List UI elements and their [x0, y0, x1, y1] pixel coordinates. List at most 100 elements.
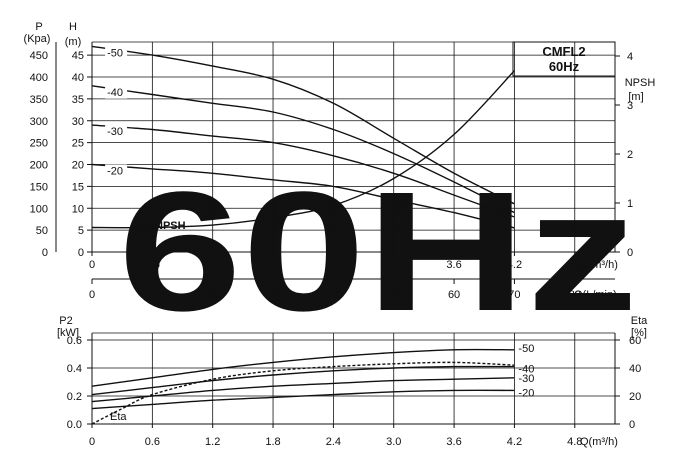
head-tick-label: 40 [72, 72, 84, 84]
head-curve-30 [91, 124, 515, 218]
npsh-tick-label: 2 [627, 149, 633, 161]
head-curve-label: -30 [107, 126, 123, 138]
flow-tick-label: 2.4 [326, 259, 341, 271]
npsh-tick-label: 3 [627, 100, 633, 112]
lmin-tick-label: 50 [388, 289, 400, 301]
title-box [512, 41, 616, 77]
eta-tick-label: 60 [629, 335, 641, 347]
bottom-flow-tick-label: 2.4 [326, 436, 341, 448]
power-curve-label: -30 [518, 373, 534, 385]
head-curve-label-bg [105, 46, 128, 60]
pressure-tick-label: 100 [30, 203, 48, 215]
lmin-tick-label: 30 [267, 289, 279, 301]
head-tick-label: 0 [78, 247, 84, 259]
npsh-tick-label: 4 [627, 51, 633, 63]
head-tick-label: 35 [72, 94, 84, 106]
lmin-tick-label: 80 [569, 289, 581, 301]
bottom-flow-tick-label: 0 [89, 436, 95, 448]
npsh-axis-label: NPSH [625, 77, 656, 89]
pressure-tick-label: 400 [30, 72, 48, 84]
lmin-tick-label: 70 [508, 289, 520, 301]
npsh-tick-label: 1 [627, 198, 633, 210]
head-tick-label: 20 [72, 160, 84, 172]
bottom-flow-tick-label: 3.6 [446, 436, 461, 448]
flow-tick-label: 3.6 [446, 259, 461, 271]
head-tick-label: 5 [78, 225, 84, 237]
pressure-tick-label: 50 [36, 225, 48, 237]
bottom-flow-tick-label: 1.8 [265, 436, 280, 448]
pressure-tick-label: 200 [30, 160, 48, 172]
head-tick-label: 45 [72, 50, 84, 62]
head-curve-label: -50 [107, 47, 123, 59]
flow-axis-label-bottom: Q(m³/h) [580, 436, 618, 448]
head-curve-20 [91, 163, 515, 229]
head-axis-label: H [69, 21, 77, 33]
head-curve-label-bg [105, 164, 128, 178]
flow-tick-label: 1.2 [205, 259, 220, 271]
flow-tick-label: 4.8 [567, 259, 582, 271]
pressure-axis-unit: (Kpa) [24, 33, 51, 45]
power-curve-label: -50 [518, 343, 534, 355]
head-curve-40 [91, 85, 515, 214]
bottom-flow-tick-label: 4.8 [567, 436, 582, 448]
pressure-tick-label: 0 [42, 247, 48, 259]
flow-axis-label-top: Q(m³/h) [580, 259, 618, 271]
pressure-tick-label: 350 [30, 94, 48, 106]
head-curve-label-bg [105, 85, 128, 99]
lmin-tick-label: 10 [146, 289, 158, 301]
eta-axis-unit: [%] [631, 327, 647, 339]
flow-tick-label: 1.8 [265, 259, 280, 271]
bottom-flow-tick-label: 1.2 [205, 436, 220, 448]
head-axis-unit: (m) [65, 36, 82, 48]
power-curve-label: -20 [518, 387, 534, 399]
head-tick-label: 10 [72, 203, 84, 215]
power-tick-label: 0.4 [67, 363, 82, 375]
eta-tick-label: 0 [629, 419, 635, 431]
lmin-tick-label: 60 [448, 289, 460, 301]
flow-tick-label: 3.0 [386, 259, 401, 271]
bottom-flow-tick-label: 3.0 [386, 436, 401, 448]
lmin-tick-label: 0 [89, 289, 95, 301]
npsh-curve [91, 70, 515, 229]
head-curve-label-bg [105, 125, 128, 139]
pressure-tick-label: 250 [30, 138, 48, 150]
bottom-flow-tick-label: 0.6 [145, 436, 160, 448]
pressure-axis-label: P [35, 21, 42, 33]
head-tick-label: 15 [72, 181, 84, 193]
power-tick-label: 0.2 [67, 391, 82, 403]
power-axis-unit: [kW] [57, 327, 79, 339]
lmin-tick-label: 20 [207, 289, 219, 301]
npsh-curve-label: NPSH [155, 220, 186, 232]
power-curve-label: -40 [518, 364, 534, 376]
power-tick-label: 0.0 [67, 419, 82, 431]
eta-curve [91, 361, 515, 425]
bottom-flow-tick-label: 4.2 [507, 436, 522, 448]
head-curve-label: -20 [107, 166, 123, 178]
eta-curve-label: Eta [110, 411, 127, 423]
head-curve-label: -40 [107, 87, 123, 99]
eta-tick-label: 20 [629, 391, 641, 403]
power-tick-label: 0.6 [67, 335, 82, 347]
head-curve-50 [91, 45, 515, 205]
lmin-tick-label: 40 [327, 289, 339, 301]
eta-tick-label: 40 [629, 363, 641, 375]
power-curve-40 [91, 365, 515, 396]
power-curve-50 [91, 348, 515, 387]
pressure-tick-label: 450 [30, 50, 48, 62]
npsh-axis-unit: [m] [628, 91, 643, 103]
power-curve-20 [91, 389, 515, 410]
flow-lmin-axis-label: Q(L/min) [574, 289, 617, 301]
title-frequency: 60Hz [549, 59, 580, 74]
pressure-tick-label: 300 [30, 116, 48, 128]
pressure-tick-label: 150 [30, 181, 48, 193]
flow-tick-label: 0 [89, 259, 95, 271]
head-tick-label: 30 [72, 116, 84, 128]
title-model: CMFL2 [542, 44, 585, 59]
head-tick-label: 25 [72, 138, 84, 150]
power-axis-label: P2 [59, 315, 72, 327]
power-curve-30 [91, 377, 515, 403]
eta-axis-label: Eta [631, 315, 648, 327]
flow-tick-label: 0.6 [145, 259, 160, 271]
flow-tick-label: 4.2 [507, 259, 522, 271]
